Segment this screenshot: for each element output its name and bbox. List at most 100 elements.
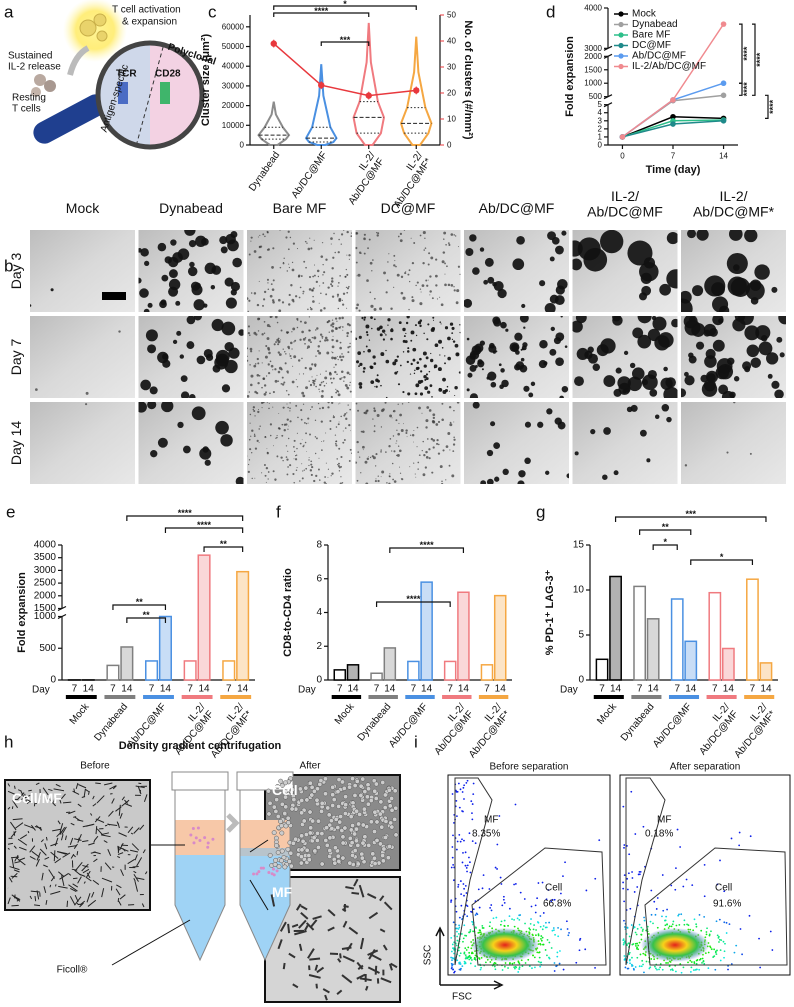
event (507, 925, 509, 927)
event (519, 914, 521, 916)
cell (298, 787, 302, 791)
cluster (342, 482, 344, 484)
arrow (228, 815, 236, 831)
cluster (285, 423, 287, 425)
event (498, 815, 500, 817)
cluster (425, 466, 427, 468)
cell (304, 786, 308, 790)
event (496, 844, 498, 846)
event (462, 862, 464, 864)
cluster (313, 480, 315, 482)
event (622, 888, 624, 890)
cluster (446, 445, 449, 448)
cluster (444, 263, 446, 265)
cluster (420, 380, 423, 383)
cluster (306, 451, 307, 452)
cluster (687, 229, 696, 238)
label: After (299, 761, 321, 772)
cluster (305, 442, 307, 444)
cluster (331, 277, 333, 279)
y-tick-label: 3 (598, 116, 603, 125)
cluster (301, 463, 302, 464)
event (511, 918, 513, 920)
y-tick-label: 0 (316, 675, 322, 686)
cell (353, 783, 357, 787)
event (517, 917, 519, 919)
cluster (283, 407, 285, 409)
image-label: MF (272, 884, 293, 900)
cell (272, 830, 276, 834)
event (478, 957, 480, 959)
event (642, 930, 644, 932)
cell (280, 849, 284, 853)
cluster (305, 386, 308, 389)
cell (292, 797, 296, 801)
cluster (389, 473, 390, 474)
label: & expansion (122, 17, 177, 28)
cluster (411, 363, 413, 365)
event (463, 888, 465, 890)
event (699, 914, 701, 916)
event (700, 958, 702, 960)
cell (293, 837, 297, 841)
day-label: 7 (599, 684, 605, 695)
event (770, 931, 772, 933)
cluster (273, 391, 275, 393)
event (720, 960, 722, 962)
y-tick-label: 15 (573, 540, 585, 551)
point (670, 97, 676, 103)
micrograph (464, 402, 571, 488)
cell (332, 797, 336, 801)
cluster (250, 241, 251, 242)
cluster (287, 466, 289, 468)
event (629, 960, 631, 962)
cluster (293, 341, 294, 342)
y2-tick-label: 40 (447, 37, 456, 46)
cluster (419, 358, 422, 361)
cluster (147, 344, 156, 353)
cluster (266, 467, 268, 469)
cluster (375, 480, 377, 482)
cluster (161, 299, 167, 305)
label: Sustained (8, 51, 52, 62)
cluster (495, 350, 497, 352)
event (641, 939, 643, 941)
cluster (247, 395, 250, 398)
cluster (505, 329, 508, 332)
cluster (335, 441, 337, 443)
event (719, 860, 721, 862)
event (539, 966, 541, 968)
cell (348, 836, 352, 840)
cluster (375, 478, 376, 479)
bar (223, 661, 235, 680)
bar (160, 617, 172, 681)
cluster (319, 340, 321, 342)
cluster (443, 238, 445, 240)
cluster (387, 279, 389, 281)
y-tick-label: 3500 (34, 552, 57, 563)
cluster (331, 285, 333, 287)
cluster (521, 304, 525, 308)
cell (274, 843, 278, 847)
cluster (614, 470, 619, 475)
cluster (417, 361, 420, 364)
cluster (339, 470, 340, 471)
event (459, 917, 461, 919)
event (479, 930, 481, 932)
x-tick-label: Ab/DC@MF (387, 701, 430, 749)
cluster (311, 363, 313, 365)
cluster (321, 382, 323, 384)
cluster (420, 370, 422, 372)
cluster (402, 328, 405, 331)
cluster (358, 274, 361, 277)
cluster (338, 448, 340, 450)
cluster (222, 384, 230, 392)
cluster (692, 285, 703, 296)
event (514, 926, 516, 928)
cluster (296, 470, 297, 471)
event (551, 947, 553, 949)
cell-icon (34, 74, 46, 86)
event (738, 845, 740, 847)
cluster (363, 449, 364, 450)
day-label: 7 (337, 684, 343, 695)
